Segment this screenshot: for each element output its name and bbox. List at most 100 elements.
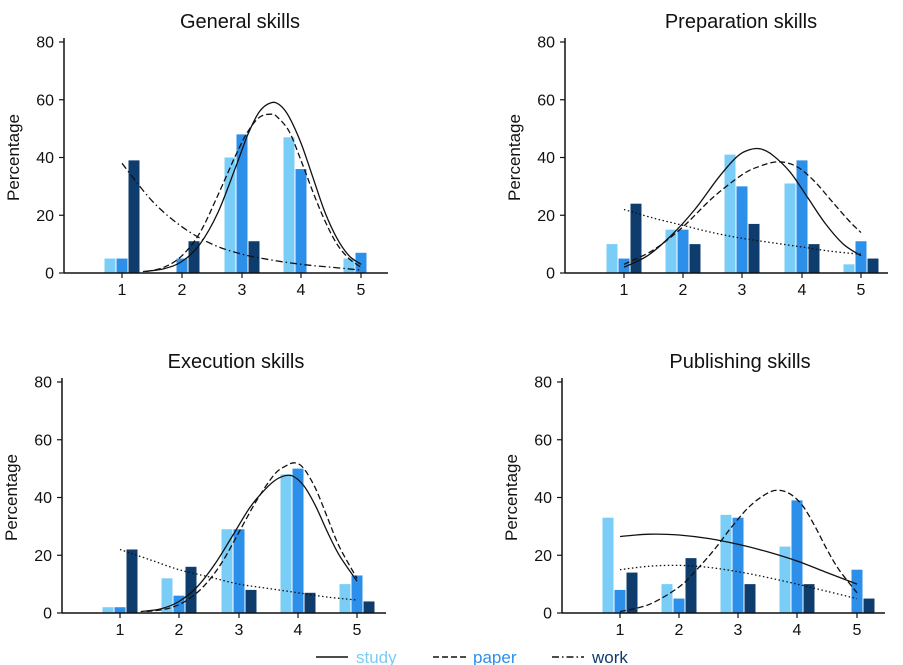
- bar-paper-5: [851, 569, 863, 613]
- chart-title: Execution skills: [168, 351, 305, 373]
- x-tick-label: 5: [357, 282, 366, 299]
- y-tick-label: 40: [34, 490, 52, 507]
- y-tick-label: 60: [34, 432, 52, 449]
- x-tick-label: 3: [235, 622, 244, 639]
- bar-work-1: [126, 549, 138, 613]
- bar-paper-3: [233, 529, 245, 613]
- bar-paper-2: [176, 258, 188, 273]
- x-tick-label: 5: [853, 622, 862, 639]
- bar-paper-3: [736, 186, 748, 273]
- y-tick-label: 80: [36, 35, 54, 52]
- fit-curve-study: [619, 533, 858, 585]
- bar-study-2: [665, 229, 677, 273]
- y-tick-label: 0: [45, 266, 54, 283]
- bar-work-3: [245, 589, 257, 613]
- bar-study-5: [339, 584, 351, 613]
- bar-paper-4: [295, 169, 307, 273]
- bar-paper-2: [673, 598, 685, 613]
- chart-title: Publishing skills: [669, 351, 810, 373]
- y-tick-label: 40: [36, 150, 54, 167]
- fit-curve-study: [623, 147, 862, 268]
- bar-work-4: [304, 592, 316, 613]
- bar-work-4: [808, 244, 820, 273]
- x-tick-label: 4: [297, 282, 306, 299]
- y-tick-label: 60: [534, 432, 552, 449]
- chart-panel-1: General skills Percentage 0 20 40 60 80 1 2 3 4 5: [4, 11, 388, 299]
- bar-paper-2: [173, 595, 185, 613]
- y-tick-label: 0: [546, 266, 555, 283]
- bar-work-2: [188, 241, 200, 273]
- chart-title: General skills: [180, 11, 300, 33]
- chart-panel-3: Execution skills Percentage 0 20 40 60 80 1 2 3 4 5: [2, 351, 386, 639]
- x-tick-label: 2: [675, 622, 684, 639]
- bar-paper-1: [614, 589, 626, 613]
- y-tick-label: 40: [534, 490, 552, 507]
- bar-study-1: [104, 258, 116, 273]
- chart-panel-4: Publishing skills Percentage 0 20 40 60 80 1 2 3 4…: [502, 351, 885, 639]
- bar-study-3: [224, 157, 236, 273]
- x-tick-label: 3: [238, 282, 247, 299]
- y-tick-label: 60: [537, 92, 555, 109]
- bar-work-1: [626, 572, 638, 613]
- x-tick-label: 4: [798, 282, 807, 299]
- x-tick-label: 5: [857, 282, 866, 299]
- bar-paper-3: [732, 517, 744, 613]
- y-tick-label: 0: [43, 606, 52, 623]
- bar-work-3: [748, 223, 760, 273]
- fit-curve-paper: [623, 161, 862, 265]
- bar-study-4: [784, 183, 796, 273]
- bar-work-4: [803, 584, 815, 613]
- legend-item-study: study: [316, 648, 397, 665]
- y-tick-label: 40: [537, 150, 555, 167]
- bar-work-1: [128, 160, 140, 273]
- bar-paper-1: [114, 607, 126, 613]
- y-tick-label: 20: [537, 208, 555, 225]
- x-tick-label: 1: [616, 622, 625, 639]
- x-tick-label: 4: [793, 622, 802, 639]
- bar-work-5: [863, 598, 875, 613]
- x-tick-label: 5: [353, 622, 362, 639]
- fit-curve-paper: [146, 462, 358, 613]
- y-axis-label: Percentage: [4, 114, 23, 201]
- fit-curve-study: [140, 474, 358, 613]
- x-tick-label: 1: [116, 622, 125, 639]
- legend-item-paper: paper: [433, 648, 517, 665]
- y-tick-label: 20: [534, 548, 552, 565]
- chart-title: Preparation skills: [665, 11, 817, 33]
- bar-work-5: [363, 601, 375, 613]
- bar-study-2: [661, 584, 673, 613]
- y-tick-label: 60: [36, 92, 54, 109]
- bar-study-5: [343, 258, 355, 273]
- legend-label-study: study: [356, 648, 397, 665]
- bar-work-1: [630, 203, 642, 273]
- legend-label-paper: paper: [473, 648, 517, 665]
- fit-curve-work: [121, 162, 362, 271]
- y-axis-label: Percentage: [2, 454, 21, 541]
- legend-label-work: work: [591, 648, 628, 665]
- bar-paper-1: [116, 258, 128, 273]
- bar-paper-4: [292, 468, 304, 613]
- fit-curve-paper: [145, 113, 362, 273]
- x-tick-label: 1: [118, 282, 127, 299]
- x-tick-label: 2: [178, 282, 187, 299]
- y-axis-label: Percentage: [505, 114, 524, 201]
- fit-curve-study: [142, 101, 362, 273]
- bar-paper-5: [855, 241, 867, 273]
- bar-paper-5: [351, 575, 363, 613]
- bar-study-3: [221, 529, 233, 613]
- bar-paper-3: [236, 134, 248, 273]
- bar-work-2: [685, 558, 697, 613]
- y-tick-label: 20: [36, 208, 54, 225]
- x-tick-label: 3: [738, 282, 747, 299]
- y-axis-label: Percentage: [502, 454, 521, 541]
- bar-work-2: [689, 244, 701, 273]
- x-tick-label: 4: [294, 622, 303, 639]
- bar-study-1: [606, 244, 618, 273]
- fit-curve-work: [619, 564, 858, 600]
- bar-study-1: [602, 517, 614, 613]
- y-tick-label: 0: [543, 606, 552, 623]
- legend-item-work: work: [552, 648, 628, 665]
- bar-paper-4: [791, 500, 803, 613]
- bar-study-5: [843, 264, 855, 273]
- bar-study-3: [724, 154, 736, 273]
